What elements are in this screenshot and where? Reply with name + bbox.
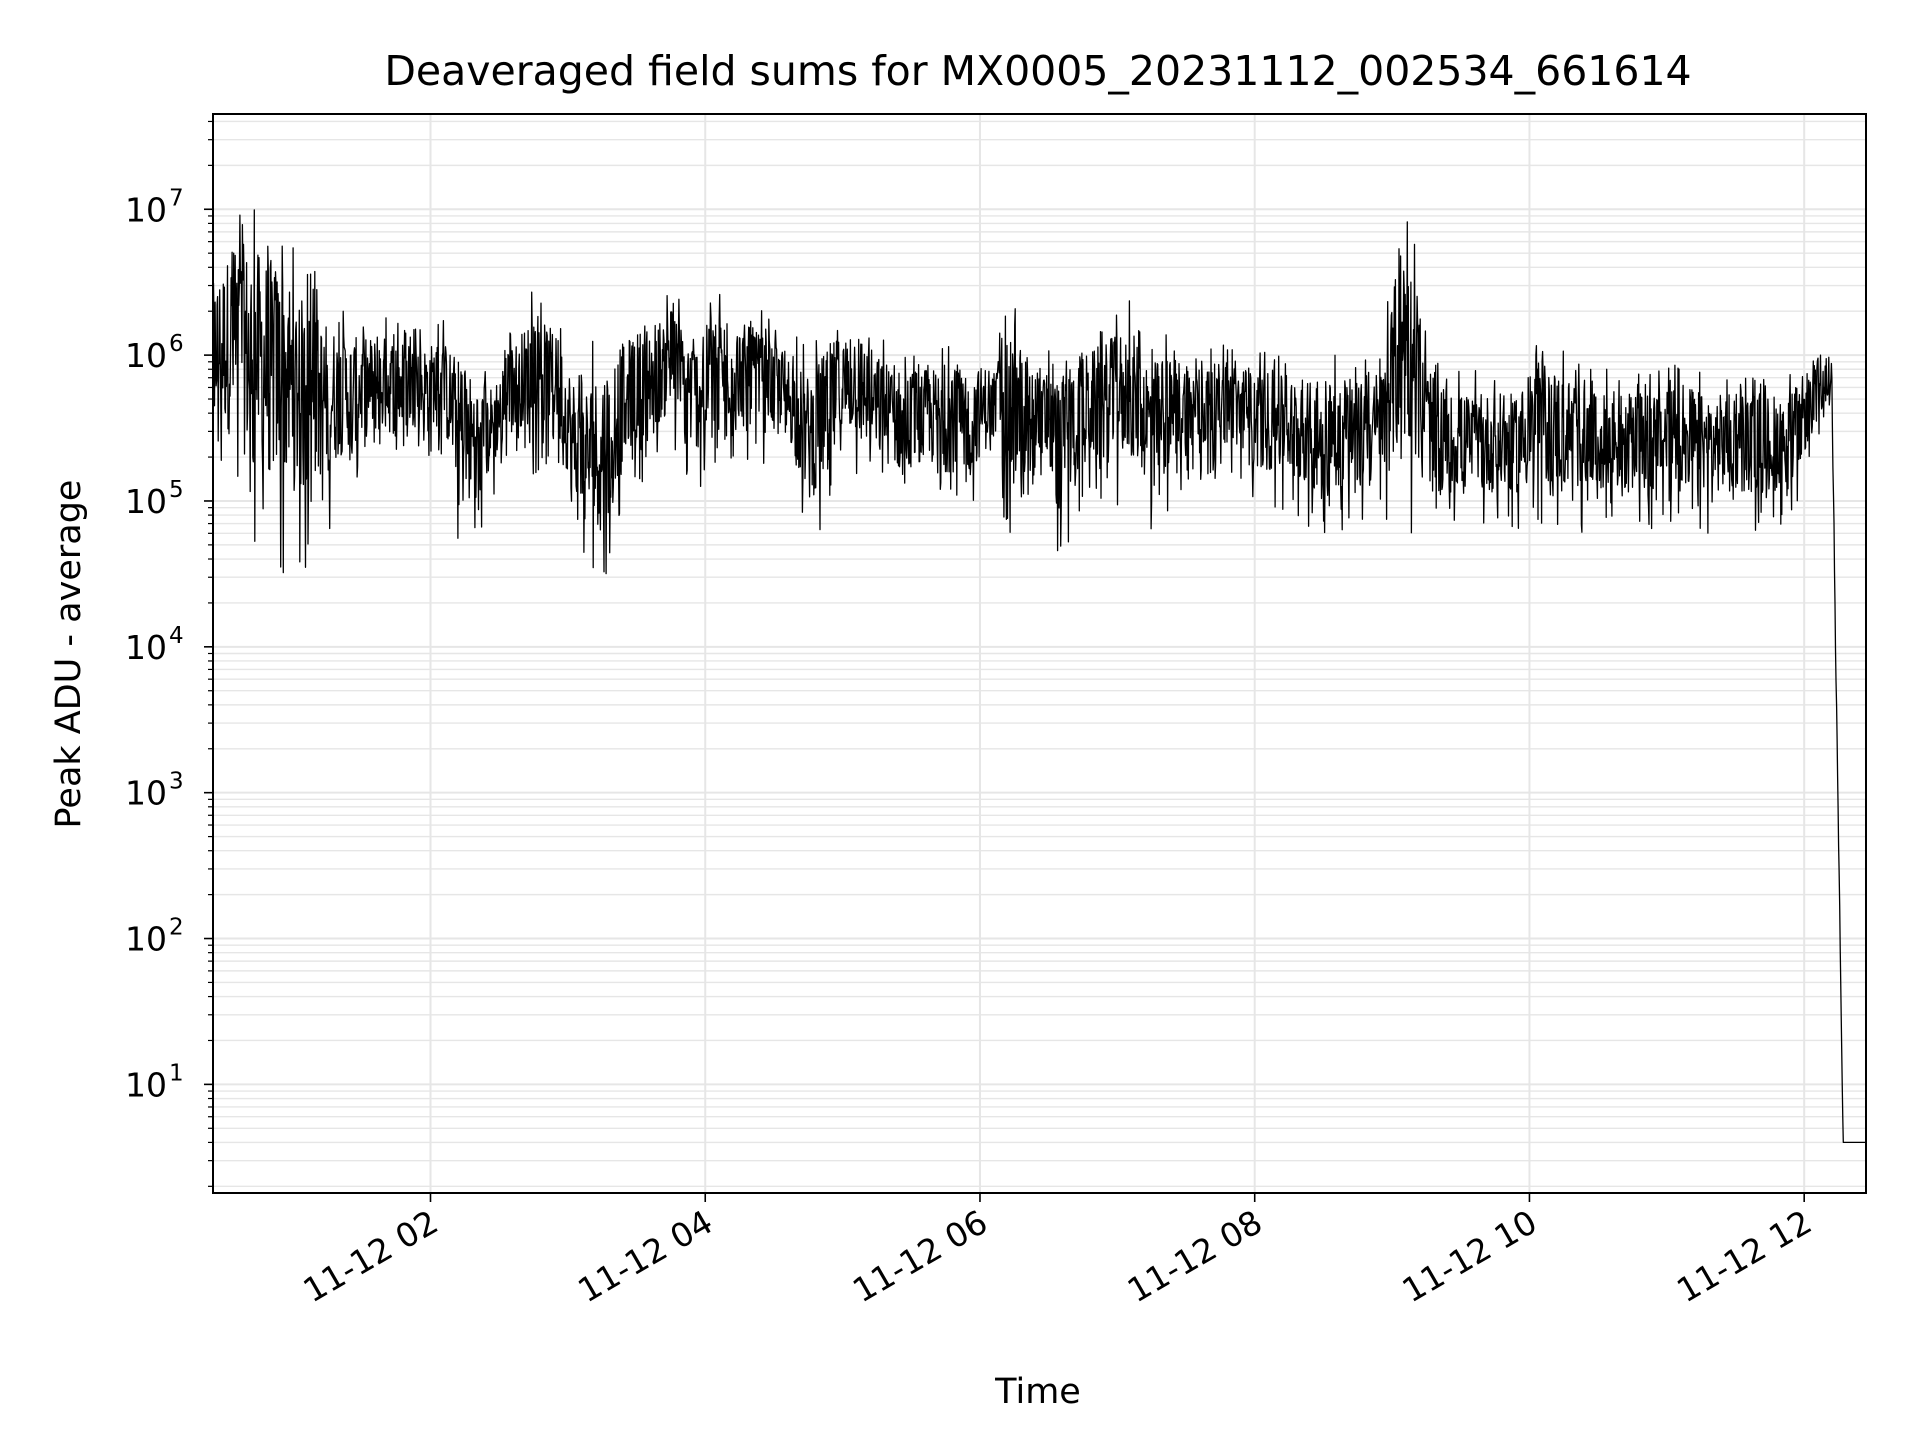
y-tick-label: 10 xyxy=(125,920,167,959)
chart-title: Deaveraged field sums for MX0005_2023111… xyxy=(384,47,1691,95)
y-tick-exponent: 6 xyxy=(169,331,184,357)
y-tick-exponent: 1 xyxy=(169,1060,184,1086)
plot-area xyxy=(213,209,1866,1144)
y-tick-exponent: 7 xyxy=(169,185,184,211)
y-tick-exponent: 3 xyxy=(169,769,184,795)
y-tick-label: 10 xyxy=(125,336,167,375)
y-tick-label: 10 xyxy=(125,628,167,667)
series-line xyxy=(213,209,1866,1144)
y-tick-label: 10 xyxy=(125,482,167,521)
y-tick-exponent: 5 xyxy=(169,477,184,503)
plot-frame xyxy=(212,113,1867,1194)
x-axis-label: Time xyxy=(994,1372,1081,1412)
grid-layer xyxy=(213,114,1866,1193)
y-axis-label: Peak ADU - average xyxy=(49,480,89,829)
y-tick-label: 10 xyxy=(125,1065,167,1104)
data-layer xyxy=(213,209,1866,1144)
y-tick-exponent: 4 xyxy=(169,623,184,649)
y-tick-label: 10 xyxy=(125,190,167,229)
y-tick-label: 10 xyxy=(125,774,167,813)
y-tick-exponent: 2 xyxy=(169,915,184,941)
